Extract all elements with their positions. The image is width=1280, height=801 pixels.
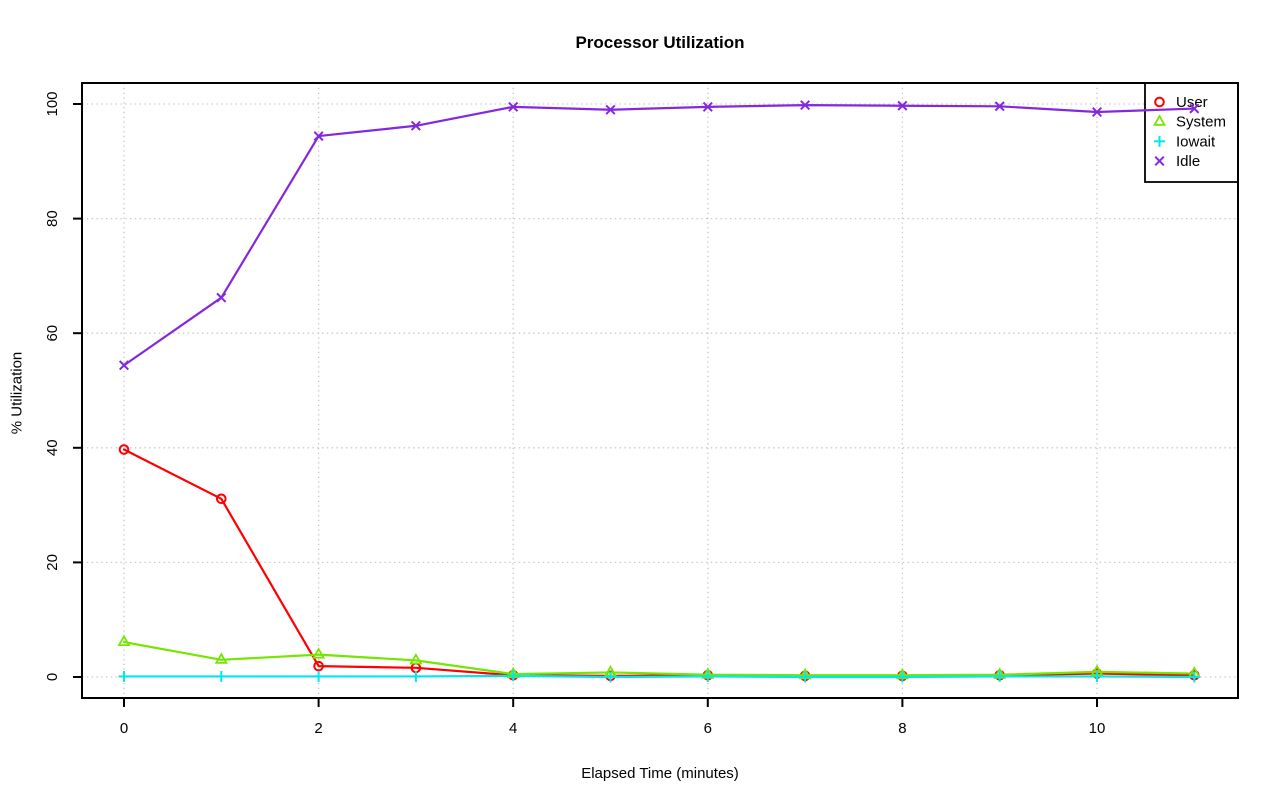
series-line-iowait <box>122 674 1196 679</box>
triangle-marker <box>312 647 326 659</box>
y-axis-title: % Utilization <box>8 351 26 435</box>
legend-label-system: System <box>1176 114 1226 131</box>
x-2 <box>994 101 1005 112</box>
x-2 <box>702 101 713 112</box>
x-marker <box>118 360 130 371</box>
plus-marker <box>118 670 130 682</box>
plus-marker <box>605 671 616 683</box>
y-tick-label: 40 <box>44 439 61 456</box>
legend-label-iowait: Iowait <box>1176 133 1216 150</box>
circle-marker <box>118 444 130 455</box>
x-marker <box>216 292 227 303</box>
legend-label-idle: Idle <box>1176 153 1200 170</box>
x-tick-label: 2 <box>314 720 322 737</box>
x-2 <box>410 120 421 131</box>
plus-marker <box>1154 135 1165 147</box>
x-2 <box>508 101 519 112</box>
triangle-marker <box>1152 114 1167 126</box>
x-2 <box>216 292 227 303</box>
triangle-marker <box>214 652 228 664</box>
x-tick-label: 10 <box>1089 720 1106 737</box>
x-marker <box>508 101 519 112</box>
x-marker <box>313 131 324 142</box>
x-tick-label: 0 <box>120 720 128 737</box>
x-2 <box>897 100 908 111</box>
series-iowait <box>118 670 1200 683</box>
plus-marker <box>1188 671 1200 683</box>
x-2 <box>118 360 130 371</box>
y-tick-label: 100 <box>44 91 61 116</box>
x-marker <box>410 120 421 131</box>
y-tick-label: 80 <box>44 210 61 227</box>
legend: User System Iowait Idle <box>1144 82 1239 183</box>
legend-label-user: User <box>1176 94 1208 111</box>
x-marker <box>1189 103 1200 114</box>
x-2 <box>605 104 616 115</box>
x-2 <box>1189 103 1200 114</box>
x-2 <box>313 131 324 142</box>
plus-marker <box>410 670 422 682</box>
plus-marker <box>799 671 811 683</box>
plus-marker <box>215 670 227 682</box>
y-tick-label: 20 <box>44 554 61 571</box>
x-axis-title: Elapsed Time (minutes) <box>581 765 739 782</box>
x-tick-label: 8 <box>898 720 906 737</box>
x-marker <box>994 101 1005 112</box>
plus-marker <box>1091 670 1103 682</box>
y-tick-label: 0 <box>44 673 61 681</box>
circle-marker <box>216 493 227 505</box>
x-2 <box>1154 155 1165 167</box>
gridlines <box>82 83 1238 698</box>
series-line-idle <box>122 104 1196 367</box>
legend-box <box>1144 82 1239 183</box>
x-marker <box>702 101 713 112</box>
x-2 <box>800 100 811 111</box>
chart-title: Processor Utilization <box>575 33 745 52</box>
x-marker <box>605 104 616 115</box>
plus-marker <box>994 670 1006 682</box>
x-tick-label: 4 <box>509 720 517 737</box>
plus-marker <box>507 670 519 682</box>
plus-marker <box>702 670 714 682</box>
plus-marker <box>313 670 325 682</box>
series-idle <box>118 100 1200 371</box>
circle-marker <box>313 660 324 672</box>
x-marker <box>800 100 811 111</box>
series-line-system <box>122 640 1196 677</box>
x-marker <box>1154 155 1165 167</box>
circle-marker <box>1154 96 1165 108</box>
y-tick-label: 60 <box>44 325 61 342</box>
x-2 <box>1091 107 1103 118</box>
series-system <box>117 634 1201 680</box>
x-marker <box>1091 107 1103 118</box>
x-marker <box>897 100 908 111</box>
triangle-marker <box>409 652 423 665</box>
plot-border <box>81 82 1239 699</box>
triangle-marker <box>117 634 131 647</box>
x-tick-label: 6 <box>704 720 712 737</box>
plus-marker <box>896 671 908 683</box>
